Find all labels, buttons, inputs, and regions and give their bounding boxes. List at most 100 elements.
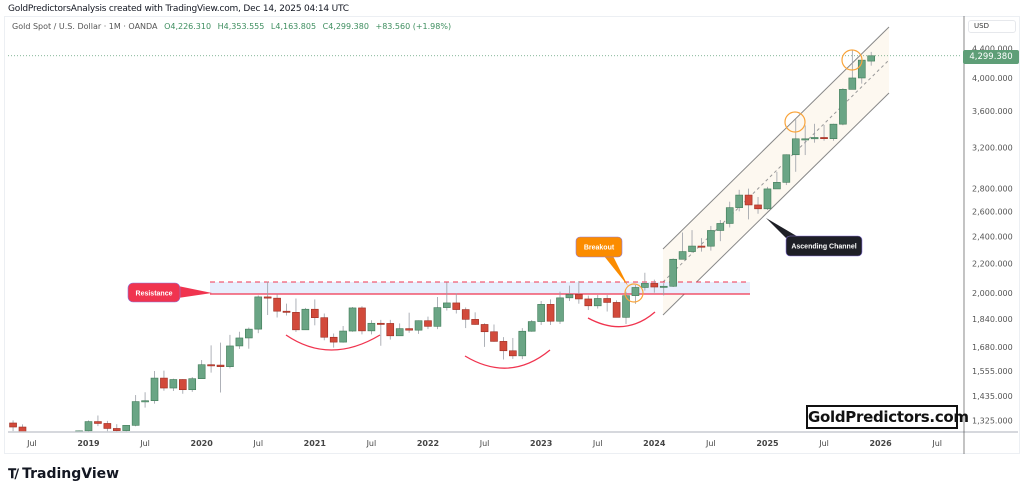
- candle-2024-12[interactable]: [754, 196, 762, 214]
- candle-body-up: [395, 328, 404, 337]
- candle-2025-10[interactable]: [848, 49, 857, 90]
- candle-2021-08[interactable]: [377, 319, 385, 346]
- candle-2023-05[interactable]: [575, 280, 583, 304]
- candle-2025-02[interactable]: [773, 171, 781, 190]
- candle-2021-07[interactable]: [367, 320, 376, 335]
- channel-lower-line[interactable]: [662, 92, 890, 316]
- candle-2024-02[interactable]: [659, 283, 668, 296]
- candle-body-up: [150, 377, 159, 402]
- candle-2018-05[interactable]: [9, 420, 17, 432]
- candle-2023-01[interactable]: [537, 301, 545, 325]
- candle-2021-09[interactable]: [386, 319, 395, 340]
- resistance-zone[interactable]: [210, 281, 750, 295]
- symbol-name[interactable]: Gold Spot / U.S. Dollar · 1M · OANDA: [12, 22, 158, 31]
- candle-2019-05[interactable]: [122, 425, 131, 432]
- candle-2021-02[interactable]: [320, 313, 329, 341]
- candle-2025-01[interactable]: [763, 186, 772, 211]
- candle-2023-11[interactable]: [631, 285, 640, 304]
- candle-2025-06[interactable]: [810, 123, 819, 143]
- candle-2024-01[interactable]: [650, 279, 659, 293]
- currency-button[interactable]: USD: [968, 20, 1016, 33]
- candle-2018-06[interactable]: [18, 424, 27, 433]
- candle-2022-09[interactable]: [499, 337, 508, 360]
- candle-2022-04[interactable]: [452, 293, 461, 314]
- candle-2020-12[interactable]: [301, 307, 310, 331]
- candle-body-down: [754, 204, 762, 210]
- candle-2022-12[interactable]: [527, 320, 536, 332]
- candle-2020-03[interactable]: [216, 342, 225, 393]
- candle-2022-03[interactable]: [443, 282, 451, 311]
- candle-2022-11[interactable]: [518, 328, 527, 360]
- candle-2022-06[interactable]: [471, 312, 479, 325]
- candle-2019-08[interactable]: [150, 371, 159, 404]
- candle-2020-06[interactable]: [245, 327, 253, 349]
- candle-2024-10[interactable]: [735, 189, 743, 212]
- candle-2020-09[interactable]: [273, 294, 281, 318]
- candle-2022-08[interactable]: [490, 324, 498, 342]
- channel-upper-line[interactable]: [662, 26, 890, 250]
- candle-2023-12[interactable]: [641, 272, 649, 291]
- candle-2023-06[interactable]: [584, 295, 593, 311]
- candle-2020-07[interactable]: [254, 295, 263, 334]
- ascending-channel[interactable]: [662, 26, 890, 316]
- candle-2025-07[interactable]: [820, 124, 828, 141]
- candle-2021-12[interactable]: [414, 320, 423, 334]
- candle-2019-11[interactable]: [179, 379, 187, 394]
- candle-2019-12[interactable]: [188, 377, 197, 392]
- candle-2025-08[interactable]: [829, 123, 838, 141]
- candle-2019-02[interactable]: [94, 415, 102, 427]
- candle-2021-04[interactable]: [339, 326, 347, 343]
- candle-2024-03[interactable]: [669, 258, 677, 288]
- candle-2019-09[interactable]: [160, 370, 168, 391]
- candle-2021-06[interactable]: [358, 306, 366, 335]
- candle-2025-12[interactable]: [867, 51, 875, 66]
- candle-2020-01[interactable]: [197, 360, 206, 379]
- candle-2022-05[interactable]: [461, 307, 470, 329]
- channel-callout[interactable]: Ascending Channel: [766, 218, 863, 257]
- candle-2025-04[interactable]: [791, 119, 800, 172]
- candle-2024-07[interactable]: [707, 225, 715, 251]
- candle-2020-08[interactable]: [263, 281, 272, 315]
- candle-2021-10[interactable]: [395, 323, 404, 337]
- candle-2019-03[interactable]: [103, 420, 112, 432]
- resistance-pointer: [178, 286, 212, 298]
- candle-2022-01[interactable]: [424, 316, 432, 330]
- candle-2021-03[interactable]: [329, 333, 338, 348]
- candle-2020-11[interactable]: [292, 298, 300, 332]
- candle-2024-05[interactable]: [688, 230, 696, 253]
- candle-2025-09[interactable]: [839, 88, 847, 126]
- candle-2019-07[interactable]: [141, 392, 149, 408]
- candle-2025-05[interactable]: [801, 125, 809, 156]
- candle-2025-03[interactable]: [782, 154, 791, 186]
- candle-2020-04[interactable]: [226, 334, 234, 369]
- candle-2020-10[interactable]: [282, 303, 291, 316]
- candle-2021-05[interactable]: [348, 306, 357, 332]
- candle-2022-10[interactable]: [509, 337, 517, 359]
- candle-2023-07[interactable]: [593, 295, 602, 309]
- candle-2023-04[interactable]: [565, 285, 574, 302]
- candle-2024-06[interactable]: [697, 238, 706, 252]
- candle-2019-06[interactable]: [131, 395, 140, 427]
- candle-2021-01[interactable]: [311, 299, 319, 326]
- candle-2024-04[interactable]: [678, 232, 687, 260]
- tradingview-logo[interactable]: 𝐓∕ TradingView: [8, 466, 119, 482]
- candle-2023-03[interactable]: [556, 291, 564, 324]
- candle-2024-08[interactable]: [716, 220, 725, 242]
- candle-2022-07[interactable]: [480, 323, 489, 347]
- candle-2019-04[interactable]: [112, 424, 121, 432]
- candle-2020-02[interactable]: [207, 345, 215, 373]
- candle-2022-02[interactable]: [433, 297, 442, 330]
- candle-2019-01[interactable]: [84, 420, 93, 432]
- candle-2023-08[interactable]: [603, 295, 611, 312]
- candle-2021-11[interactable]: [405, 312, 413, 333]
- candle-2024-11[interactable]: [744, 188, 753, 220]
- resistance-callout[interactable]: Resistance: [127, 282, 212, 303]
- channel-mid-line[interactable]: [662, 59, 890, 283]
- candle-2024-09[interactable]: [725, 201, 734, 228]
- candle-2019-10[interactable]: [169, 378, 178, 391]
- breakout-callout[interactable]: Breakout: [575, 236, 628, 286]
- candle-2023-09[interactable]: [612, 300, 621, 318]
- candle-2020-05[interactable]: [235, 331, 244, 349]
- candle-2023-02[interactable]: [546, 299, 555, 325]
